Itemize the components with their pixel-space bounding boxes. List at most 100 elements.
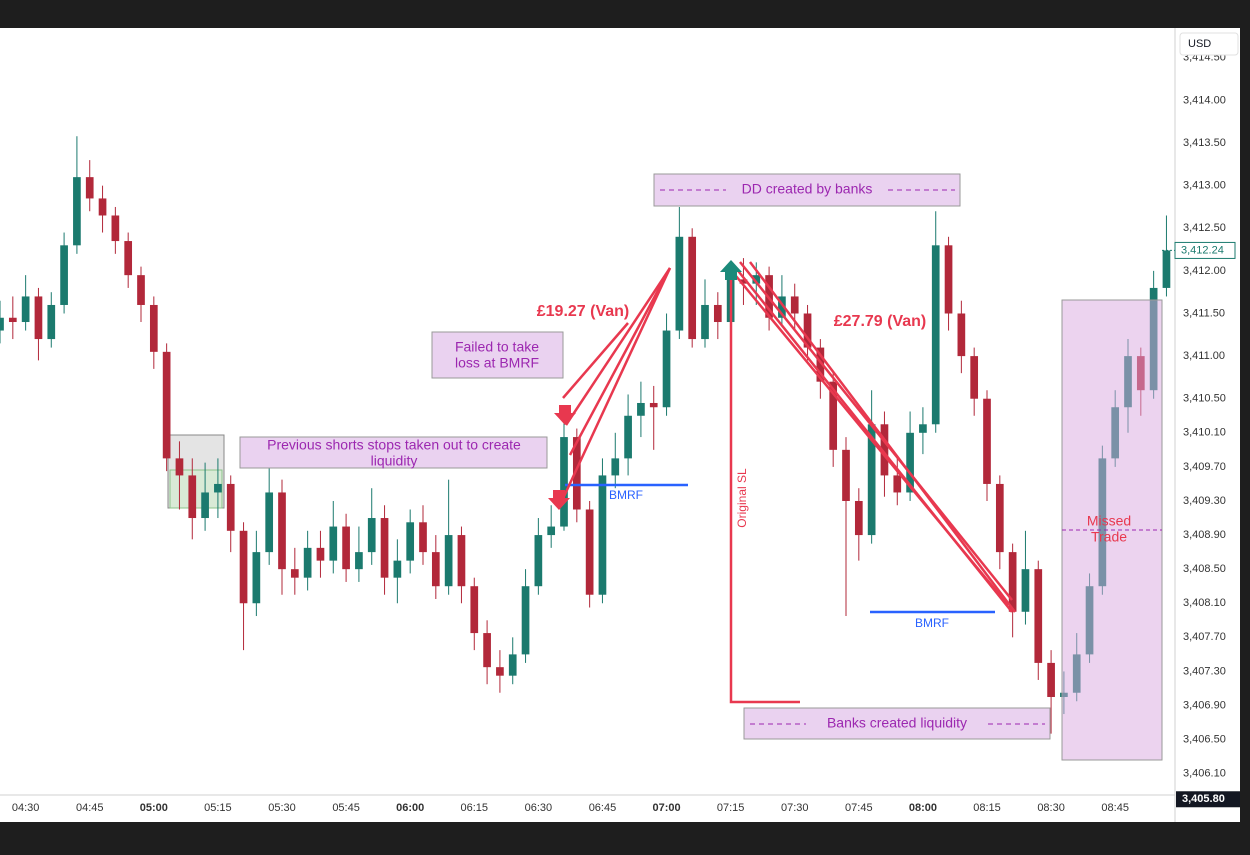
candle-body	[893, 475, 902, 493]
x-tick-label: 07:00	[652, 802, 680, 814]
candle-body	[34, 296, 43, 340]
candle-body	[496, 667, 504, 676]
candle-body	[521, 586, 530, 655]
last-price-box	[1174, 241, 1236, 259]
candle-body	[201, 492, 209, 519]
currency-box	[1179, 32, 1239, 56]
candle-body	[303, 547, 312, 578]
candle-body	[419, 522, 427, 553]
candle-body	[111, 215, 120, 242]
y-tick-label: 3,406.50	[1183, 734, 1226, 746]
pnl-label: £27.79 (Van)	[834, 313, 927, 330]
missed-label: Missed	[1087, 513, 1131, 529]
candle-body	[675, 236, 684, 331]
candle-body	[752, 275, 761, 284]
x-tick-label: 05:45	[332, 802, 360, 814]
y-tick-label: 3,413.50	[1183, 137, 1226, 149]
candle-body	[21, 296, 30, 323]
candle-body	[1008, 552, 1017, 612]
y-tick-label: 3,412.50	[1183, 222, 1226, 234]
y-tick-label: 3,411.50	[1183, 307, 1225, 319]
y-tick-label: 3,409.30	[1183, 495, 1226, 507]
candle-body	[560, 437, 568, 527]
candle-body	[854, 500, 863, 536]
x-tick-label: 05:30	[268, 802, 296, 814]
y-tick-label: 3,411.00	[1183, 350, 1225, 362]
x-tick-label: 05:15	[204, 802, 232, 814]
candle-body	[957, 313, 966, 357]
candle-body	[867, 424, 876, 536]
candle-body	[701, 304, 709, 340]
x-tick-label: 08:00	[909, 802, 937, 814]
x-tick-label: 08:30	[1037, 802, 1065, 814]
original-sl-line	[729, 262, 800, 704]
candle-body	[713, 304, 722, 323]
y-tick-label: 3,408.90	[1183, 529, 1226, 541]
candle-body	[1034, 569, 1043, 663]
bmrf-label: BMRF	[915, 616, 949, 630]
candle-body	[367, 518, 376, 553]
candle-body	[162, 351, 171, 459]
candle-body	[278, 492, 286, 570]
candle-body	[611, 458, 620, 476]
candle-body	[585, 509, 594, 595]
candle-body	[149, 304, 158, 352]
note-text: Failed to take	[455, 339, 539, 355]
candle-body	[572, 437, 581, 510]
x-tick-label: 08:45	[1101, 802, 1129, 814]
candle-body	[1021, 569, 1030, 612]
candle-body	[919, 424, 927, 433]
candle-body	[778, 296, 786, 318]
candle-body	[931, 245, 940, 425]
pnl-label: £19.27 (Van)	[537, 303, 630, 320]
note-box	[431, 331, 564, 379]
crosshair-price-label: 3,405.80	[1182, 793, 1225, 805]
candle-body	[649, 402, 658, 408]
arrow-up	[720, 260, 742, 280]
candle-body	[444, 535, 453, 587]
candle-body	[995, 483, 1004, 553]
candle-body	[73, 177, 81, 246]
candle-body	[816, 347, 825, 382]
candle-body	[598, 475, 607, 595]
trade-line	[562, 322, 629, 399]
y-tick-label: 3,412.00	[1183, 265, 1226, 277]
drawings: £19.27 (Van) £27.79 (Van) Failed to take…	[239, 173, 1163, 761]
trade-lines	[558, 261, 1016, 704]
candle-body	[880, 424, 889, 476]
x-tick-label: 04:45	[76, 802, 104, 814]
trade-line	[564, 267, 672, 426]
candle-body	[290, 569, 299, 578]
candle-body	[226, 483, 235, 531]
note-box	[239, 436, 548, 469]
y-tick-label: 3,407.70	[1183, 631, 1226, 643]
candle-body	[8, 317, 17, 323]
x-tick-label: 06:30	[525, 802, 553, 814]
note-text: DD created by banks	[742, 181, 873, 197]
x-tick-label: 06:00	[396, 802, 424, 814]
x-tick-label: 04:30	[12, 802, 40, 814]
candle-body	[483, 633, 491, 668]
candle-body	[406, 522, 415, 561]
candle-body	[380, 518, 389, 578]
trade-line	[730, 269, 1009, 606]
x-tick-label: 05:00	[140, 802, 168, 814]
y-tick-label: 3,407.30	[1183, 665, 1226, 677]
candle-body	[624, 415, 632, 459]
candle-body	[175, 458, 184, 476]
candle-body	[803, 313, 812, 348]
candle-body	[316, 547, 325, 561]
y-tick-label: 3,406.10	[1183, 768, 1226, 780]
y-tick-label: 3,413.00	[1183, 180, 1226, 192]
y-tick-label: 3,409.70	[1183, 461, 1226, 473]
arrow-down	[554, 405, 576, 425]
candle-body	[355, 552, 363, 570]
y-tick-label: 3,410.10	[1183, 427, 1226, 439]
candle-body	[983, 398, 991, 484]
candle-body	[790, 296, 799, 314]
y-tick-label: 3,408.10	[1183, 597, 1226, 609]
y-tick-label: 3,414.00	[1183, 94, 1226, 106]
x-tick-label: 06:15	[461, 802, 489, 814]
crosshair-price-box	[1176, 791, 1240, 808]
candle-body	[457, 535, 466, 587]
